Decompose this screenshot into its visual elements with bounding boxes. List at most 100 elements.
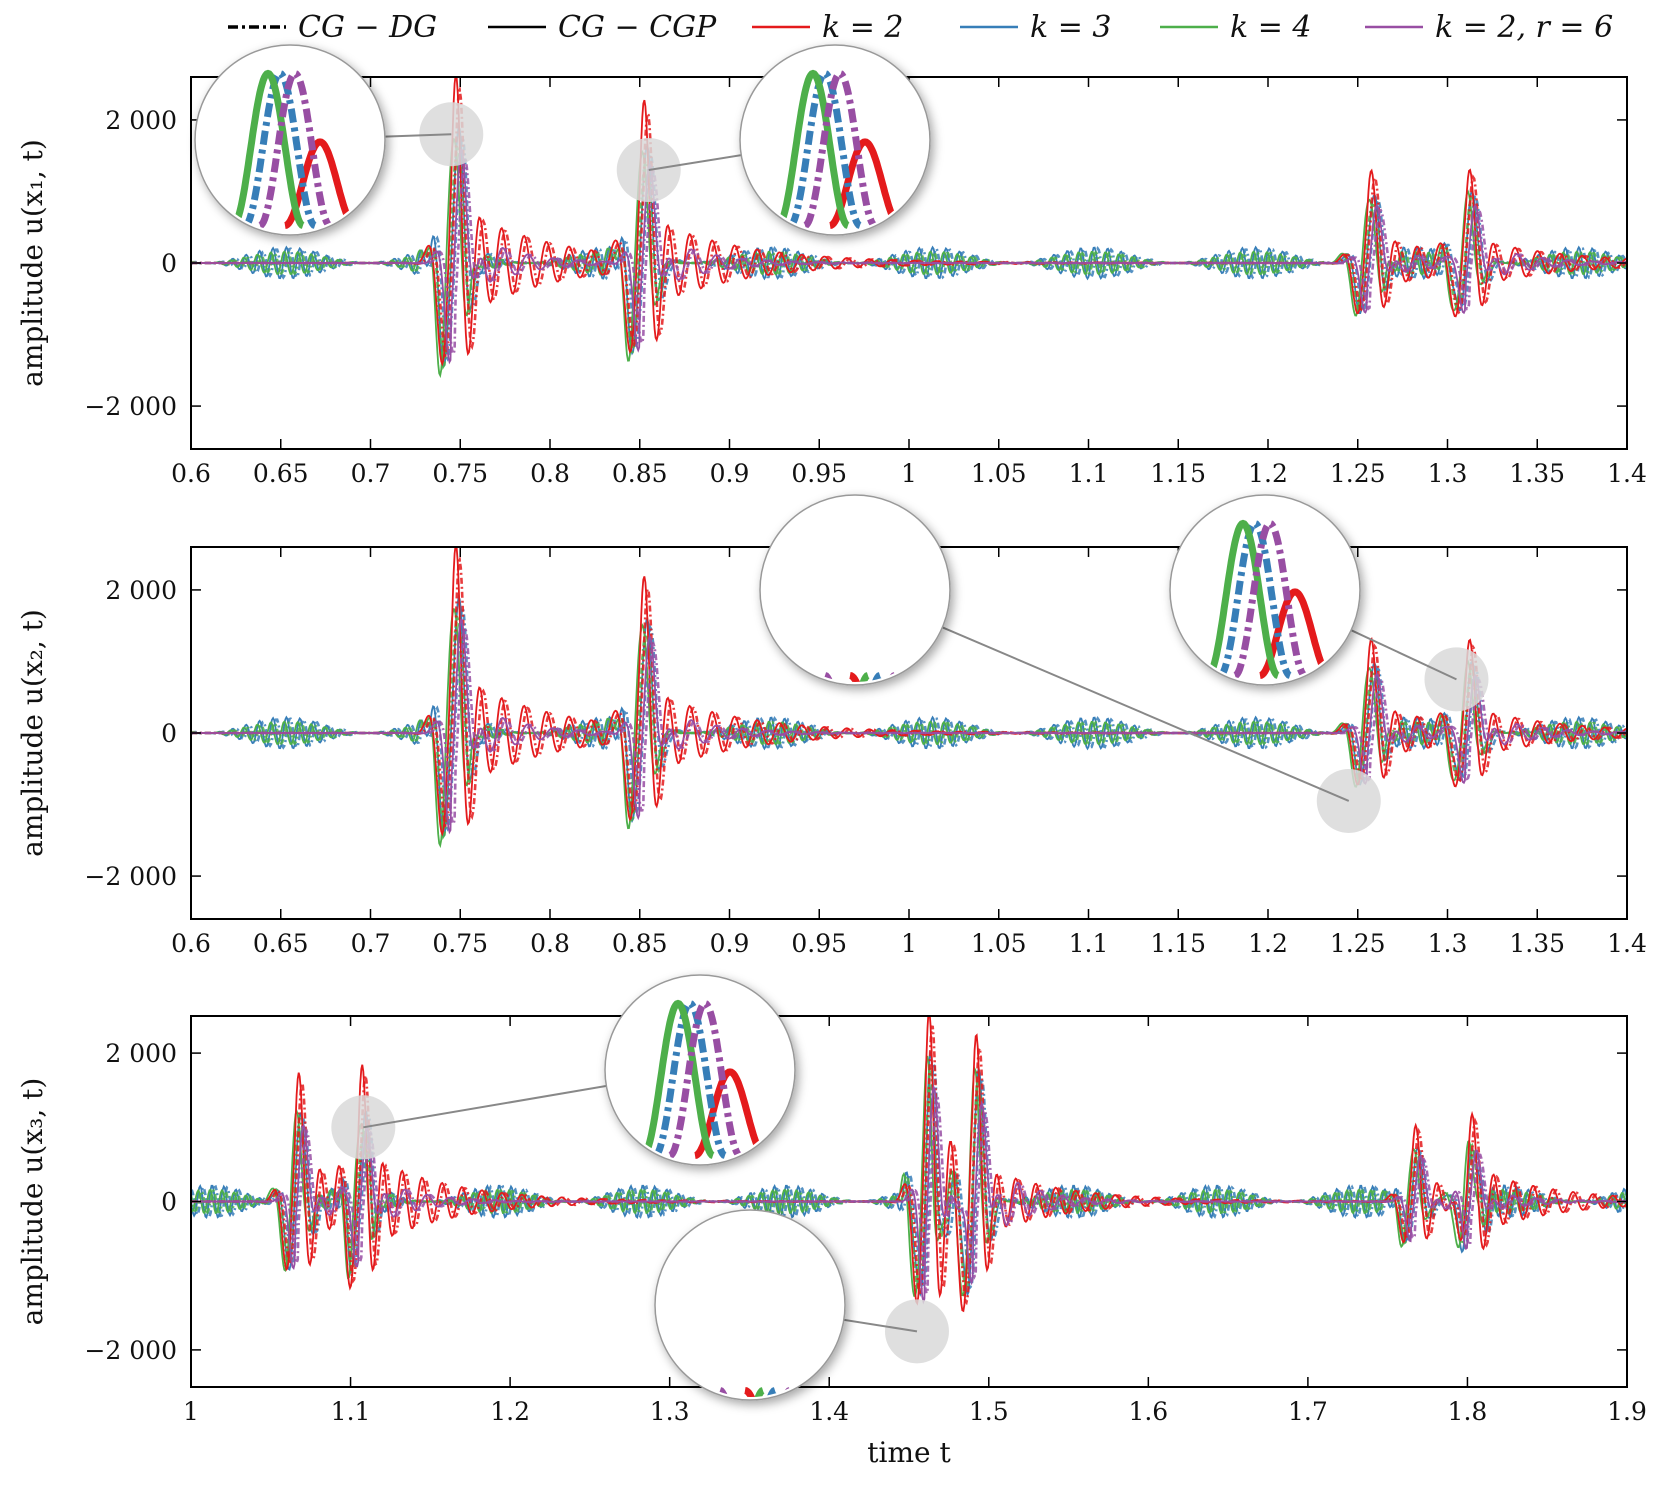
y-tick-label: 2 000 (105, 106, 177, 135)
x-tick-label: 1.05 (971, 459, 1027, 488)
series-k2r6-cgdg (191, 624, 1627, 827)
x-tick-label: 1.1 (331, 1397, 371, 1426)
zoom-series-k4 (691, 1387, 765, 1397)
x-tick-label: 1.35 (1509, 929, 1565, 958)
x-tick-label: 1.8 (1448, 1397, 1488, 1426)
series-k3-cgdg (191, 134, 1627, 362)
x-tick-label: 1.05 (971, 929, 1027, 958)
x-tick-label: 1.25 (1330, 929, 1386, 958)
zoom-series-k2r6 (803, 69, 877, 229)
x-tick-label: 1.2 (1248, 929, 1288, 958)
zoom-series-k3 (653, 999, 727, 1159)
zoom-series-k3 (808, 672, 882, 682)
legend-label: k = 2, r = 6 (1435, 10, 1613, 45)
series-k2r6-cgdg (191, 154, 1627, 357)
x-tick-label: 0.9 (710, 929, 750, 958)
x-tick-label: 0.9 (710, 459, 750, 488)
panels: 0.6 0.65 0.7 0.75 0.8 0.85 0.9 0.95 1 1.05 1.1 1.15… (16, 44, 1647, 1469)
zoom-content (776, 69, 901, 229)
zoom-lens (654, 1209, 846, 1401)
legend-label: CG − DG (298, 10, 437, 45)
x-tick-label: 0.8 (530, 459, 570, 488)
series-k2-cgdg (191, 85, 1627, 358)
legend-label: k = 2 (822, 10, 903, 45)
x-tick-label: 0.95 (791, 459, 847, 488)
legend-label: CG − CGP (558, 10, 717, 45)
zoom-inset-2 (616, 44, 931, 236)
legend-entry-5: k = 2, r = 6 (1365, 10, 1613, 45)
zoom-lens (194, 44, 386, 236)
x-tick-label: 1.3 (1428, 459, 1468, 488)
y-tick-label: −2 000 (84, 862, 177, 891)
x-tick-label: 1.4 (1607, 459, 1647, 488)
x-tick-label: 1.1 (1069, 929, 1109, 958)
x-tick-label: 0.7 (351, 459, 391, 488)
legend-entry-4: k = 4 (1160, 10, 1311, 45)
zoom-series-k3 (243, 69, 317, 229)
series-k4-cgdg (191, 145, 1627, 370)
x-tick-label: 1.5 (969, 1397, 1009, 1426)
x-tick-label: 1.4 (809, 1397, 849, 1426)
zoom-series-k2r6 (718, 1387, 792, 1397)
legend-entry-2: k = 2 (752, 10, 903, 45)
x-tick-label: 1.15 (1150, 459, 1206, 488)
x-tick-label: 0.85 (612, 929, 668, 958)
y-tick-label: 0 (161, 719, 177, 748)
zoom-content (1206, 519, 1331, 679)
zoom-series-k3 (703, 1387, 777, 1397)
zoom-inset-1 (194, 44, 484, 236)
x-tick-label: 1.3 (1428, 929, 1468, 958)
x-tick-label: 1.35 (1509, 459, 1565, 488)
x-tick-label: 0.75 (432, 929, 488, 958)
x-tick-label: 0.7 (351, 929, 391, 958)
series-k2 (191, 1016, 1627, 1313)
y-tick-label: 0 (161, 1188, 177, 1217)
x-tick-label: 1.6 (1128, 1397, 1168, 1426)
x-tick-label: 0.8 (530, 929, 570, 958)
zoom-inset-1 (331, 974, 796, 1166)
x-tick-label: 1.1 (1069, 459, 1109, 488)
legend-label: k = 4 (1230, 10, 1311, 45)
series-k2r6-cgdg (191, 1093, 1627, 1297)
x-tick-label: 0.75 (432, 459, 488, 488)
zoom-series-k3 (788, 69, 862, 229)
zoom-lens (739, 44, 931, 236)
y-axis-label: amplitude u(x₂, t) (16, 609, 49, 857)
zoom-series-k2r6 (258, 69, 332, 229)
x-tick-label: 1.2 (490, 1397, 530, 1426)
series-k2-cgdg (191, 1025, 1627, 1306)
zoom-content (231, 69, 356, 229)
x-tick-label: 1.3 (650, 1397, 690, 1426)
zoom-series-k2r6 (823, 672, 897, 682)
y-tick-label: 2 000 (105, 576, 177, 605)
x-tick-label: 1 (183, 1397, 199, 1426)
zoom-lens (604, 974, 796, 1166)
panel-2: 0.6 0.65 0.7 0.75 0.8 0.85 0.9 0.95 1 1.05 1.1 1.15… (16, 494, 1647, 958)
zoom-series-k4 (796, 672, 870, 682)
zoom-lens (1169, 494, 1361, 686)
zoom-series-k2r6 (668, 999, 742, 1159)
legend-entry-3: k = 3 (960, 10, 1111, 45)
zoom-inset-2 (654, 1209, 949, 1401)
x-tick-label: 0.65 (253, 929, 309, 958)
x-tick-label: 0.6 (171, 459, 211, 488)
y-tick-label: −2 000 (84, 1336, 177, 1365)
zoom-series-k2r6 (1233, 519, 1307, 679)
panel-1: 0.6 0.65 0.7 0.75 0.8 0.85 0.9 0.95 1 1.05 1.1 1.15… (16, 44, 1647, 488)
series-k3-cgdg (191, 604, 1627, 832)
x-tick-label: 0.85 (612, 459, 668, 488)
series-group (191, 1016, 1627, 1313)
x-tick-label: 1 (901, 929, 917, 958)
x-tick-label: 1 (901, 459, 917, 488)
series-group (191, 547, 1627, 849)
zoom-series-k3 (1218, 519, 1292, 679)
x-tick-label: 1.4 (1607, 929, 1647, 958)
x-tick-label: 0.65 (253, 459, 309, 488)
zoom-series-k4 (776, 69, 850, 229)
series-group (191, 77, 1627, 379)
legend-label: k = 3 (1030, 10, 1111, 45)
zoom-series-k4 (641, 999, 715, 1159)
y-axis-label: amplitude u(x₃, t) (16, 1078, 49, 1326)
y-tick-label: −2 000 (84, 392, 177, 421)
zoom-series-k4 (231, 69, 305, 229)
